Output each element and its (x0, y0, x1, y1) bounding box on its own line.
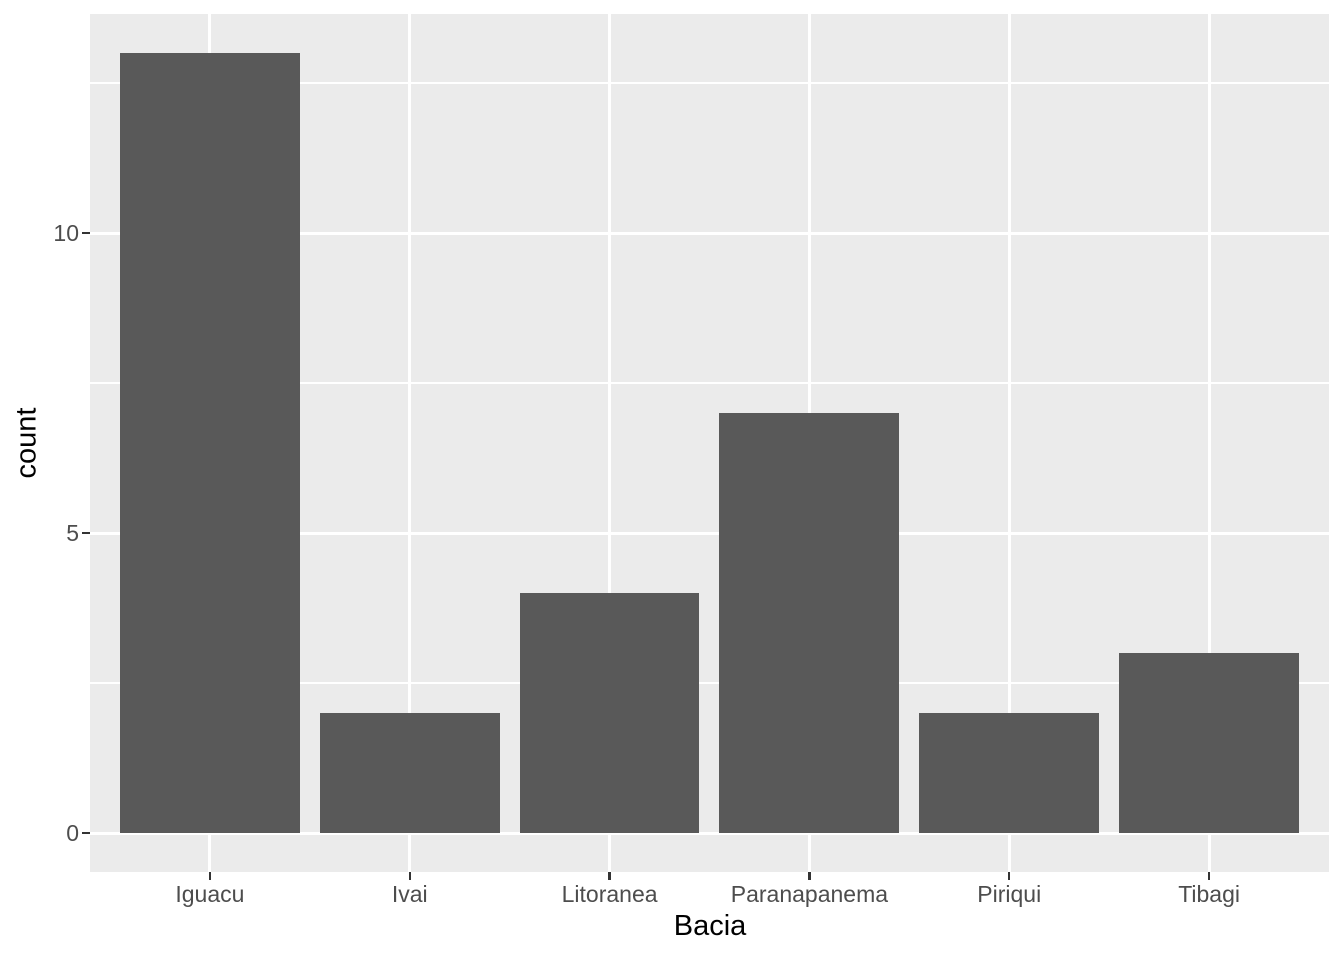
bar-iguacu (119, 53, 300, 833)
bar-paranapanema (719, 413, 900, 833)
bar-litoranea (519, 593, 700, 833)
x-tick-mark (1207, 872, 1211, 880)
x-tick-mark (1008, 872, 1011, 880)
x-tick-label-tibagi: Tibagi (1178, 881, 1240, 907)
gridline-major-vertical (608, 14, 612, 872)
x-axis-title: Bacia (673, 910, 747, 942)
y-axis-title: count (10, 407, 43, 479)
y-tick-label: 0 (66, 820, 79, 846)
x-tick-mark (608, 872, 611, 880)
y-tick-mark (82, 831, 90, 835)
bar-piriqui (919, 713, 1100, 833)
plot-panel (90, 14, 1329, 872)
y-tick-label: 5 (66, 520, 79, 546)
x-tick-mark (808, 872, 811, 880)
gridline-minor-horizontal (90, 82, 1329, 84)
gridline-major-vertical (1007, 14, 1011, 872)
x-tick-label-iguacu: Iguacu (175, 881, 245, 907)
x-tick-label-ivai: Ivai (391, 881, 428, 907)
gridline-major-horizontal (90, 231, 1329, 235)
y-tick-mark (82, 231, 90, 235)
gridline-minor-horizontal (90, 382, 1329, 384)
x-tick-mark (208, 872, 212, 880)
x-tick-label-paranapanema: Paranapanema (730, 881, 889, 907)
y-tick-mark (82, 531, 90, 535)
x-tick-mark (408, 872, 411, 880)
gridline-major-horizontal (90, 531, 1329, 535)
bar-ivai (319, 713, 500, 833)
x-tick-label-litoranea: Litoranea (561, 881, 658, 907)
y-tick-label: 10 (53, 220, 79, 246)
gridline-major-vertical (408, 14, 412, 872)
gridline-major-vertical (1207, 14, 1211, 872)
gridline-minor-horizontal (90, 682, 1329, 684)
bar-tibagi (1119, 653, 1299, 833)
gridline-major-horizontal (90, 831, 1329, 835)
x-tick-label-piriqui: Piriqui (977, 881, 1042, 907)
